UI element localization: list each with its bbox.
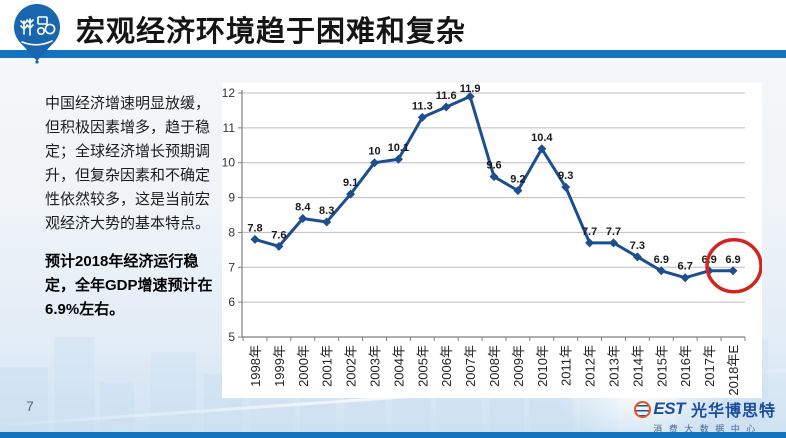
brand-logo-text: EST <box>653 399 685 418</box>
svg-text:11: 11 <box>223 121 236 135</box>
svg-text:2017年: 2017年 <box>702 345 717 387</box>
footer-brand: EST 光华博思特 消 费 大 数 据 中 心 <box>634 397 776 435</box>
svg-text:2007年: 2007年 <box>463 345 478 387</box>
svg-text:2011年: 2011年 <box>559 345 574 386</box>
svg-text:2002年: 2002年 <box>344 345 359 387</box>
brand-pin-logo-icon <box>14 4 60 64</box>
svg-text:7.3: 7.3 <box>630 240 645 252</box>
brand-logo-row: EST 光华博思特 <box>634 397 776 421</box>
svg-text:2001年: 2001年 <box>320 345 335 387</box>
svg-text:6.9: 6.9 <box>725 254 740 266</box>
svg-text:1998年: 1998年 <box>248 345 263 387</box>
svg-text:2003年: 2003年 <box>368 345 383 387</box>
brand-b-circle-icon <box>634 400 652 418</box>
svg-text:7.8: 7.8 <box>247 222 262 234</box>
svg-text:8.4: 8.4 <box>295 201 311 213</box>
svg-text:8: 8 <box>228 225 235 239</box>
svg-text:2014年: 2014年 <box>630 345 645 387</box>
chart-panel: 5 6 7 8 9 10 11 12 1998年 1999年 2000年 2001年 2002年 2003… <box>222 83 762 398</box>
svg-text:6: 6 <box>228 295 235 309</box>
svg-text:2016年: 2016年 <box>678 345 693 387</box>
svg-text:8.3: 8.3 <box>319 205 334 217</box>
svg-text:10: 10 <box>368 146 380 158</box>
svg-text:6.7: 6.7 <box>678 261 693 273</box>
svg-text:2012年: 2012年 <box>583 345 598 387</box>
svg-text:7.7: 7.7 <box>606 226 621 238</box>
svg-text:2013年: 2013年 <box>607 345 622 387</box>
svg-text:10: 10 <box>222 156 235 170</box>
svg-text:7.6: 7.6 <box>271 229 286 241</box>
svg-text:2005年: 2005年 <box>415 345 430 387</box>
svg-text:2010年: 2010年 <box>535 345 550 387</box>
svg-text:1999年: 1999年 <box>272 345 287 387</box>
svg-text:11.6: 11.6 <box>436 90 457 102</box>
header-accent-bar <box>0 50 786 58</box>
svg-text:7.7: 7.7 <box>582 226 597 238</box>
svg-text:12: 12 <box>222 86 235 100</box>
svg-text:2009年: 2009年 <box>511 345 526 387</box>
svg-text:10.4: 10.4 <box>531 132 553 144</box>
svg-text:9.2: 9.2 <box>510 174 525 186</box>
slide-header: 宏观经济环境趋于困难和复杂 <box>0 0 786 50</box>
svg-text:2006年: 2006年 <box>439 345 454 387</box>
brand-name: 光华博思特 <box>690 403 776 420</box>
page-number: 7 <box>26 398 34 414</box>
svg-text:2015年: 2015年 <box>654 345 669 387</box>
svg-text:5: 5 <box>228 330 235 344</box>
svg-text:10.1: 10.1 <box>388 142 409 154</box>
svg-text:2004年: 2004年 <box>391 345 406 387</box>
svg-text:9.1: 9.1 <box>343 177 358 189</box>
intro-forecast-paragraph: 预计2018年经济运行稳定，全年GDP增速预计在6.9%左右。 <box>45 253 213 318</box>
intro-text-block: 中国经济增速明显放缓，但积极因素增多，趋于稳定；全球经济增长预期调升，但复杂因素… <box>45 92 219 336</box>
svg-text:6.9: 6.9 <box>654 254 669 266</box>
svg-text:2000年: 2000年 <box>296 345 311 387</box>
gdp-line-chart: 5 6 7 8 9 10 11 12 1998年 1999年 2000年 2001年 2002年 2003… <box>222 83 762 396</box>
svg-text:9: 9 <box>228 191 235 205</box>
svg-text:9.3: 9.3 <box>558 170 573 182</box>
svg-text:9.6: 9.6 <box>486 160 501 172</box>
svg-text:2018年E: 2018年E <box>726 345 741 396</box>
slide-title: 宏观经济环境趋于困难和复杂 <box>76 16 467 48</box>
brand-subtitle: 消 费 大 数 据 中 心 <box>653 424 758 434</box>
svg-text:2008年: 2008年 <box>487 345 502 387</box>
bottom-accent-bar <box>0 432 786 438</box>
intro-paragraph: 中国经济增速明显放缓，但积极因素增多，趋于稳定；全球经济增长预期调升，但复杂因素… <box>45 95 211 232</box>
svg-text:7: 7 <box>228 260 235 274</box>
svg-text:11.9: 11.9 <box>460 83 481 95</box>
svg-text:11.3: 11.3 <box>412 100 433 112</box>
